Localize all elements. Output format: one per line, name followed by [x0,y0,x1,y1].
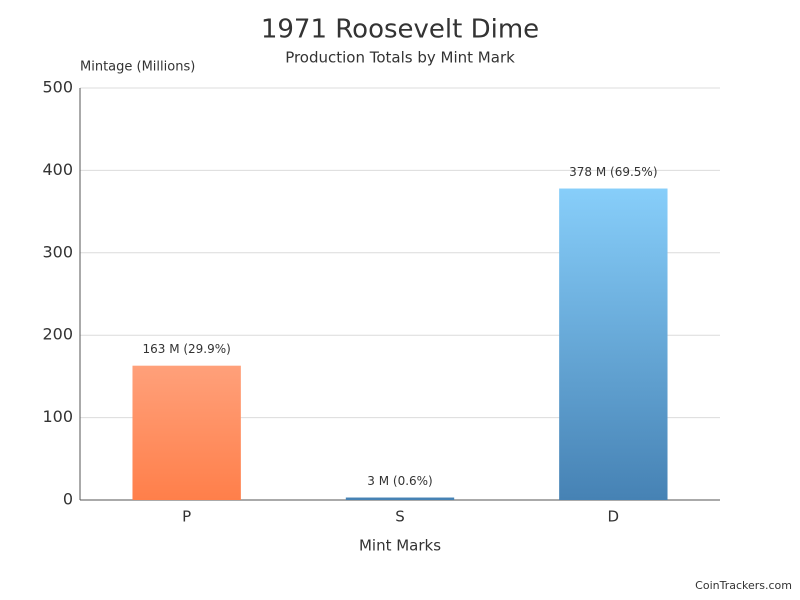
x-tick-label: D [608,508,620,526]
y-tick-label: 200 [42,325,73,344]
x-axis-label: Mint Marks [359,537,441,555]
data-label: 163 M (29.9%) [142,342,230,356]
y-tick-label: 100 [42,407,73,426]
data-label: 3 M (0.6%) [367,474,432,488]
data-label: 378 M (69.5%) [569,165,657,179]
bar [559,189,667,500]
chart-subtitle: Production Totals by Mint Mark [285,49,515,67]
bar [132,366,240,500]
y-axis-label: Mintage (Millions) [80,60,195,75]
y-tick-label: 0 [63,490,73,509]
x-tick-label: S [395,508,405,526]
x-tick-label: P [182,508,191,526]
y-tick-label: 300 [42,242,73,261]
bar [346,498,454,500]
y-tick-label: 500 [42,78,73,97]
source: CoinTrackers.com [695,579,792,592]
y-tick-label: 400 [42,160,73,179]
chart-title: 1971 Roosevelt Dime [261,15,539,45]
